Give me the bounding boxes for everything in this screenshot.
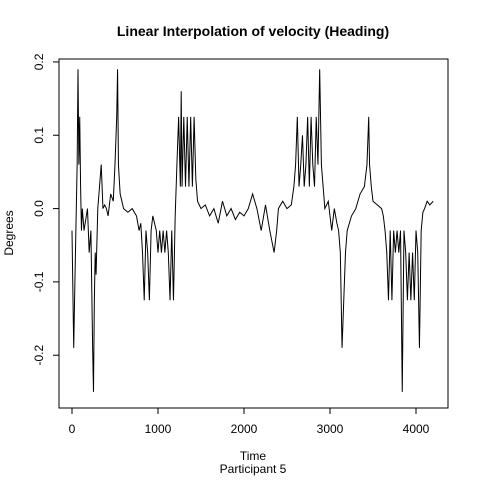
x-axis-label: Time	[240, 449, 267, 463]
x-tick-label: 2000	[231, 422, 258, 436]
subtitle: Participant 5	[220, 462, 287, 476]
x-tick-label: 3000	[317, 422, 344, 436]
x-tick-label: 1000	[145, 422, 172, 436]
x-tick-label: 0	[69, 422, 76, 436]
y-tick-label: 0.1	[32, 127, 46, 144]
y-tick-label: -0.1	[32, 271, 46, 292]
plot-frame	[58, 58, 449, 409]
chart-title: Linear Interpolation of velocity (Headin…	[117, 23, 389, 39]
y-tick-label: 0.2	[32, 53, 46, 70]
y-tick-label: -0.2	[32, 345, 46, 366]
y-tick-label: 0.0	[32, 200, 46, 217]
x-tick-label: 4000	[403, 422, 430, 436]
data-line	[71, 69, 434, 392]
y-axis-label: Degrees	[2, 210, 16, 255]
